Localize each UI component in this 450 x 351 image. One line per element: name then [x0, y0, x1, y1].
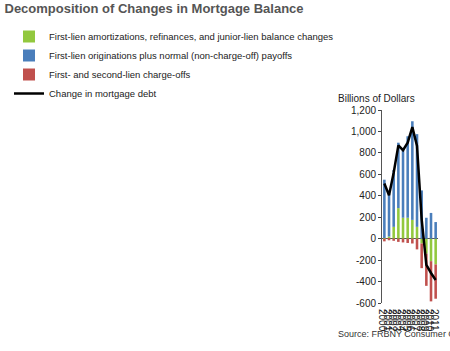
svg-text:First-lien originations plus n: First-lien originations plus normal (non…: [49, 50, 292, 61]
svg-text:First-lien amortizations, refi: First-lien amortizations, refinances, an…: [49, 31, 333, 42]
svg-text:600: 600: [359, 169, 376, 180]
svg-text:2006: 2006: [405, 309, 416, 332]
svg-text:2008: 2008: [415, 309, 426, 332]
svg-text:2007: 2007: [410, 309, 421, 332]
svg-text:Change in mortgage debt: Change in mortgage debt: [49, 88, 157, 99]
svg-text:-400: -400: [356, 276, 376, 287]
svg-text:2002: 2002: [387, 309, 398, 332]
svg-text:2011: 2011: [429, 309, 440, 331]
svg-text:400: 400: [359, 190, 376, 201]
svg-text:1,000: 1,000: [351, 126, 376, 137]
svg-text:Source: FRBNY Consumer Credit: Source: FRBNY Consumer Credit Panel/Equi…: [338, 329, 450, 339]
svg-text:2009: 2009: [419, 309, 430, 332]
svg-text:200: 200: [359, 212, 376, 223]
svg-text:-200: -200: [356, 255, 376, 266]
svg-text:2000: 2000: [377, 309, 388, 332]
svg-text:2004: 2004: [396, 309, 407, 332]
svg-text:2003: 2003: [391, 309, 402, 332]
svg-text:2001: 2001: [382, 309, 393, 332]
svg-text:2010: 2010: [424, 309, 435, 332]
svg-text:Billions of Dollars: Billions of Dollars: [338, 93, 415, 104]
svg-text:800: 800: [359, 147, 376, 158]
svg-text:First- and second-lien charge-: First- and second-lien charge-offs: [49, 69, 191, 80]
svg-text:-600: -600: [356, 298, 376, 309]
svg-text:Decomposition of Changes in Mo: Decomposition of Changes in Mortgage Bal…: [5, 1, 304, 16]
svg-text:1,200: 1,200: [351, 105, 376, 116]
svg-text:0: 0: [370, 233, 376, 244]
svg-text:2005: 2005: [401, 309, 412, 332]
